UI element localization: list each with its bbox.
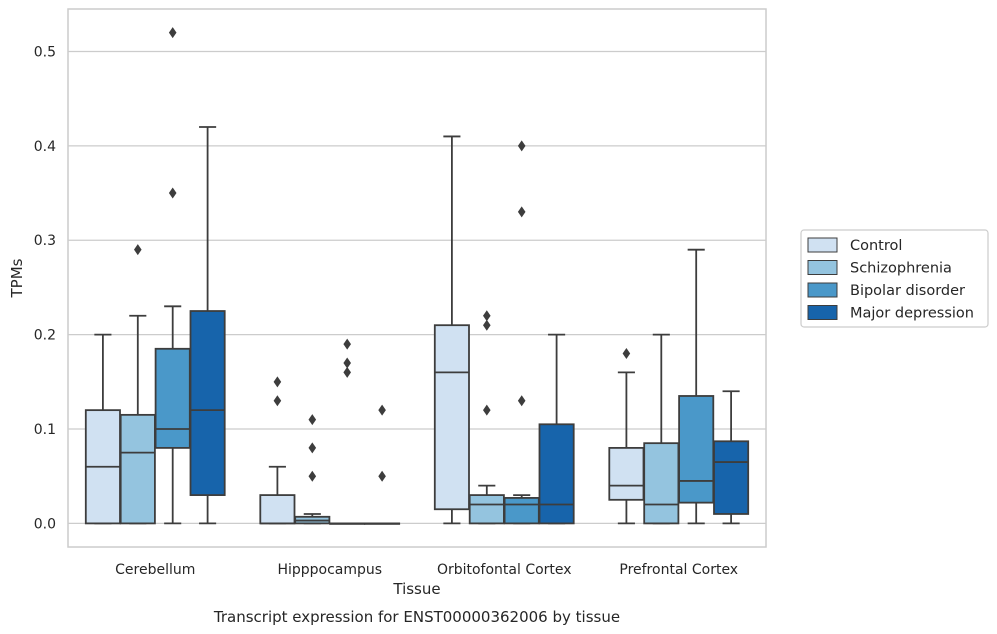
x-tick-label: Prefrontal Cortex: [619, 562, 738, 578]
outlier-point: [378, 470, 386, 482]
outlier-point: [308, 442, 317, 454]
outlier-point: [622, 348, 631, 360]
box-control: [84, 333, 121, 525]
outlier-point: [483, 319, 491, 331]
box-major-depression: [538, 333, 575, 525]
box-major-depression: [713, 390, 750, 525]
outlier-point: [343, 366, 351, 378]
y-tick-label: 0.0: [34, 516, 56, 532]
y-tick-label: 0.3: [34, 233, 56, 249]
box-control: [259, 376, 296, 525]
legend: Control Schizophrenia Bipolar disorder Majo…: [800, 229, 989, 328]
box-body: [119, 413, 156, 525]
legend-swatch: [807, 282, 838, 298]
legend-label: Bipolar disorder: [850, 283, 965, 299]
box-body: [608, 446, 645, 501]
outlier-point: [273, 376, 282, 388]
outlier-point: [517, 395, 526, 407]
x-axis-title: Tissue: [392, 580, 440, 598]
x-axis-ticks: Cerebellum Hipppocampus Orbitofontal Corte…: [115, 562, 738, 578]
outlier-point: [517, 140, 526, 152]
outlier-point: [378, 404, 386, 416]
box-control: [608, 348, 645, 525]
box-body: [433, 324, 470, 511]
y-axis-title: TPMs: [8, 258, 26, 298]
outlier-point: [273, 395, 282, 407]
outlier-point: [517, 206, 526, 218]
x-tick-label: Cerebellum: [115, 562, 195, 578]
legend-label: Schizophrenia: [850, 261, 952, 277]
y-tick-label: 0.1: [34, 422, 56, 438]
x-tick-label: Orbitofontal Cortex: [437, 562, 572, 578]
box-schizophrenia: [119, 244, 156, 525]
box-bipolar-disorder: [678, 248, 715, 525]
y-axis-ticks: 0.0 0.1 0.2 0.3 0.4 0.5: [34, 44, 56, 532]
legend-frame: [800, 229, 989, 328]
outlier-point: [343, 338, 351, 350]
box-body: [503, 497, 540, 525]
legend-swatch: [807, 305, 838, 320]
y-tick-label: 0.4: [34, 139, 56, 155]
box-body: [538, 423, 575, 525]
box-schizophrenia: [643, 333, 680, 525]
box-body: [154, 347, 191, 449]
legend-swatch: [807, 260, 838, 275]
outlier-point: [483, 404, 491, 416]
outlier-point: [168, 27, 177, 39]
box-body: [713, 440, 750, 515]
legend-label: Major depression: [850, 306, 974, 322]
box-major-depression: [189, 126, 226, 525]
box-body: [259, 494, 296, 525]
box-schizophrenia: [468, 310, 505, 525]
y-tick-label: 0.2: [34, 328, 56, 344]
y-tick-label: 0.5: [34, 44, 56, 60]
outlier-point: [343, 357, 351, 369]
x-tick-label: Hipppocampus: [277, 562, 382, 578]
legend-label: Control: [850, 238, 902, 254]
box-body: [643, 442, 680, 525]
box-bipolar-disorder: [503, 140, 540, 525]
box-schizophrenia: [294, 414, 331, 525]
outlier-point: [308, 470, 317, 482]
outlier-point: [308, 414, 317, 426]
plot-frame: [67, 8, 767, 548]
box-body: [189, 310, 226, 496]
outlier-point: [134, 244, 142, 256]
outlier-point: [168, 187, 177, 199]
box-control: [433, 135, 470, 525]
boxes: [84, 27, 750, 525]
box-body: [468, 494, 505, 525]
box-major-depression: [364, 404, 401, 525]
box-body: [678, 395, 715, 504]
box-bipolar-disorder: [154, 27, 191, 525]
outlier-point: [483, 310, 491, 322]
box-bipolar-disorder: [329, 338, 366, 525]
figure-caption: Transcript expression for ENST0000036200…: [213, 608, 620, 626]
legend-swatch: [807, 237, 838, 253]
